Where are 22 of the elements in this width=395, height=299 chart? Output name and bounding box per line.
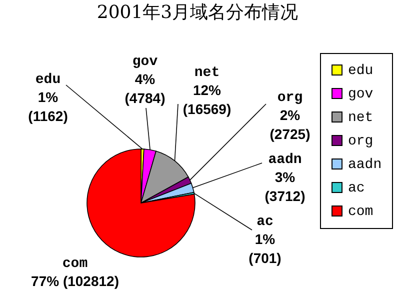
slice-label: com [62,256,88,272]
data-label: 1% (701) [248,231,282,266]
legend-label: org [348,134,374,150]
legend-label: net [348,110,374,126]
slice-label: ac [256,214,274,230]
slice-label: edu [35,72,61,88]
slice-label: aadn [268,152,302,168]
legend-label: com [348,204,374,220]
data-label: 77% (102812) [31,273,119,289]
data-label: 1% (1162) [28,89,68,124]
slice-label: org [277,90,303,106]
slice-label: net [194,65,220,81]
chart-title: 2001年3月域名分布情况 [96,2,298,23]
slice-label: gov [132,54,158,70]
data-label: 3% (3712) [264,169,306,204]
legend-label: aadn [348,157,382,173]
legend-label: edu [348,63,374,79]
legend-label: ac [348,180,365,196]
data-label: 12% (16569) [182,82,232,117]
data-label: 4% (4784) [124,71,166,106]
legend-label: gov [348,86,374,102]
data-label: 2% (2725) [270,107,310,142]
